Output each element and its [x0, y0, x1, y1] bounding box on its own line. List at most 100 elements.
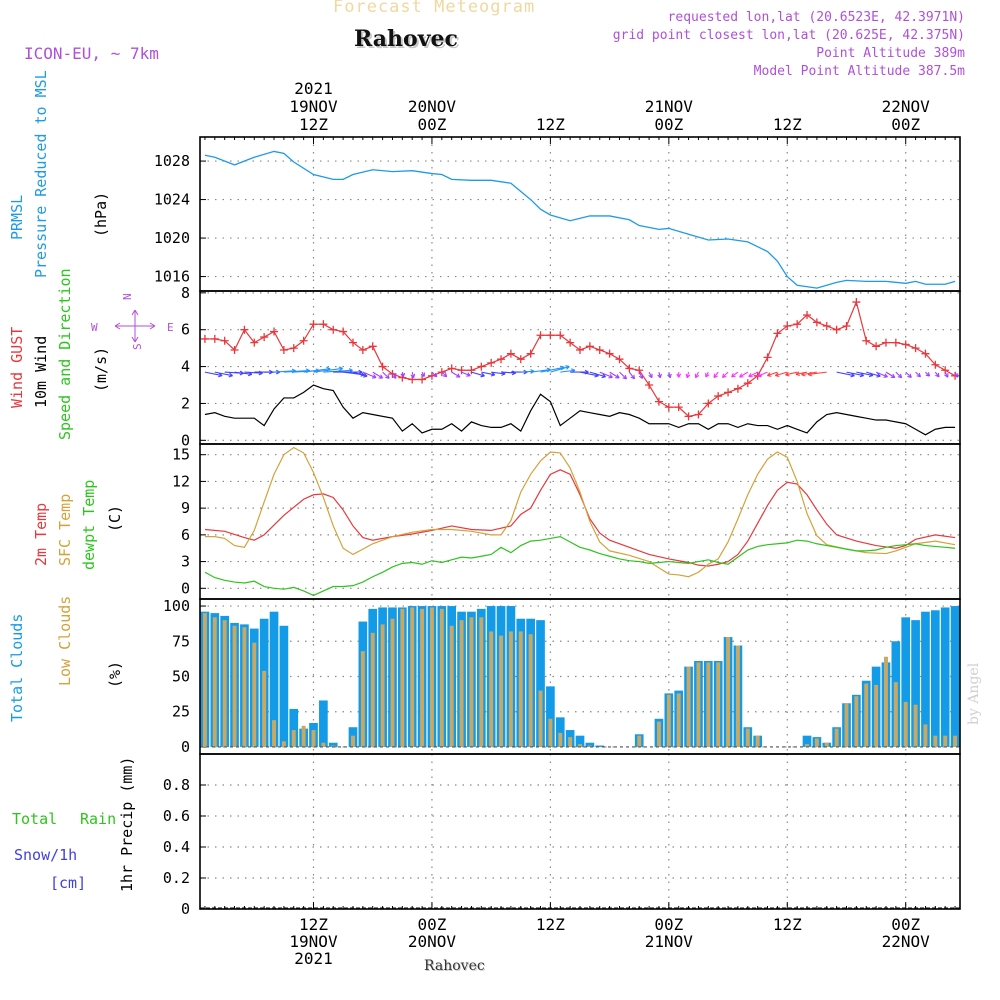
wind-arrow [323, 369, 353, 373]
total-cloud-bar [328, 742, 338, 747]
gust-marker [339, 327, 348, 336]
wind-arrow [856, 371, 874, 376]
low-cloud-bar [755, 735, 760, 747]
gust-marker [832, 325, 841, 334]
wind-arrow-head [876, 373, 881, 378]
wind-arrow [731, 371, 739, 378]
time-label-bottom: 00Z [891, 915, 920, 934]
wind-speed-line [204, 384, 956, 436]
low-cloud-bar [726, 637, 731, 747]
total-cloud-bar [940, 607, 950, 747]
gust-marker [901, 340, 910, 349]
gust-marker [852, 298, 861, 307]
wind-arrow-head [807, 371, 813, 377]
wind-arrow-head [713, 373, 718, 379]
low-cloud-bar [814, 738, 819, 747]
wind-arrow-head [685, 373, 691, 379]
wind-arrow-head [757, 372, 762, 378]
gust-marker [477, 362, 486, 371]
low-cloud-bar [933, 735, 938, 747]
gust-marker [260, 333, 269, 342]
low-cloud-bar [489, 631, 494, 747]
total-cloud-bar [546, 686, 555, 747]
y-tick-label: 4 [181, 358, 190, 376]
low-cloud-bar [745, 728, 750, 747]
gust-marker [605, 349, 614, 358]
gust-marker [931, 360, 940, 369]
low-cloud-bar [666, 694, 671, 747]
gust-marker [516, 355, 525, 364]
wind-arrow-head [795, 371, 800, 377]
y-tick-label: 0 [181, 900, 190, 918]
gust-marker [250, 338, 259, 347]
wind-arrow [352, 371, 368, 377]
gust-label: Wind GUST [8, 327, 26, 408]
total-cloud-bar [802, 735, 812, 747]
gust-marker [595, 345, 604, 354]
wind-arrow-head [748, 372, 753, 378]
wind-arrow-head [601, 373, 606, 379]
wind-arrow-head [890, 373, 896, 379]
wind-arrow [451, 371, 461, 378]
time-label-bottom: 12Z [299, 915, 328, 934]
gust-marker [487, 358, 496, 367]
wind-arrow [461, 371, 471, 377]
wind-arrow-head [907, 373, 912, 378]
faint-title: Forecast Meteogram [333, 0, 536, 17]
gust-marker [368, 342, 377, 351]
gust-marker [270, 327, 279, 336]
compass-s: S [131, 343, 144, 350]
gust-marker [822, 322, 831, 331]
gust-marker [793, 320, 802, 329]
gust-marker [279, 345, 288, 354]
gust-marker [220, 336, 229, 345]
low-cloud-bar [420, 608, 425, 747]
wind-arrow-head [363, 373, 368, 378]
gust-marker [210, 334, 219, 343]
wind-arrow-head [766, 372, 772, 377]
low-cloud-bar [587, 745, 592, 747]
wind-arrow [589, 371, 606, 378]
low-cloud-bar [716, 662, 721, 747]
time-label-bottom: 22NOV [882, 932, 931, 951]
wind-arrow [382, 371, 390, 379]
time-label-top: 20NOV [408, 97, 457, 116]
wind-arrow-head [694, 373, 700, 379]
wind-arrow-head [228, 372, 233, 378]
gust-marker [566, 338, 575, 347]
wind-arrow-head [739, 373, 744, 378]
gust-marker [714, 392, 723, 401]
wind-arrow-head [630, 374, 636, 380]
wind-arrow [875, 371, 888, 378]
wind-arrow-head [935, 372, 940, 378]
gust-marker [319, 320, 328, 329]
low-cloud-bar [558, 732, 563, 747]
compass-w: W [91, 321, 98, 334]
y-tick-label: 2 [181, 394, 190, 412]
wind-arrow [628, 371, 635, 380]
wind-arrow [785, 371, 798, 376]
low-cloud-bar [676, 693, 681, 747]
wind-label: 10m Wind [32, 336, 50, 408]
legend-total: Total [12, 810, 57, 828]
requested-coords: requested lon,lat (20.6523E, 42.3971N) [667, 10, 965, 25]
wind-arrow-head [676, 373, 682, 378]
wind-arrow-head [883, 373, 888, 378]
gust-marker [803, 310, 812, 319]
temp-dew-label: dewpt Temp [80, 480, 98, 570]
wind-arrow [303, 368, 331, 373]
wind-arrow [491, 371, 506, 375]
y-tick-label: 9 [181, 499, 190, 517]
wind-arrow [244, 371, 263, 374]
low-cloud-bar [943, 735, 948, 747]
wind-arrow [214, 371, 233, 377]
time-label-top: 19NOV [289, 97, 338, 116]
temp-2m-label: 2m Temp [32, 503, 50, 566]
time-label-bottom: 00Z [417, 915, 446, 934]
time-label-top: 22NOV [882, 97, 931, 116]
low-cloud-bar [400, 608, 405, 747]
low-cloud-bar [953, 735, 958, 747]
wind-arrow [722, 371, 729, 378]
low-cloud-bar [913, 704, 918, 747]
wind-dir-label: Speed and Direction [56, 268, 74, 440]
